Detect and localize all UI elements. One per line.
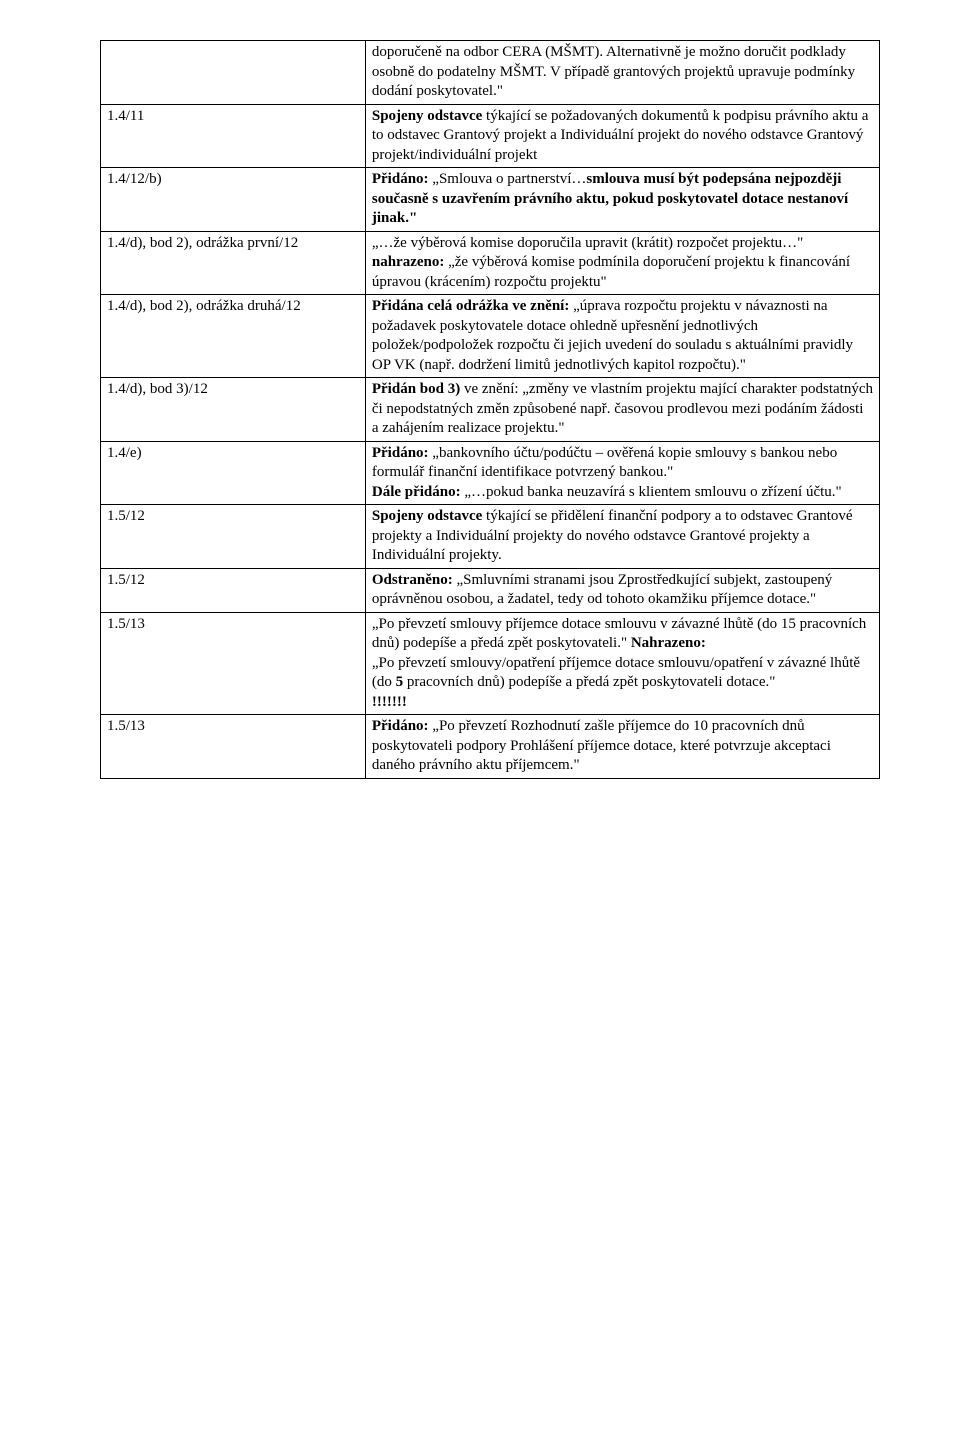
table-row: 1.4/11Spojeny odstavce týkající se požad… (101, 104, 880, 168)
table-row: 1.5/12Spojeny odstavce týkající se přidě… (101, 505, 880, 569)
cell-reference: 1.4/d), bod 2), odrážka druhá/12 (101, 295, 366, 378)
table-row: 1.5/13 „Po převzetí smlouvy příjemce dot… (101, 612, 880, 715)
table-row: doporučeně na odbor CERA (MŠMT). Alterna… (101, 41, 880, 105)
table-row: 1.4/d), bod 2), odrážka první/12„…že výb… (101, 231, 880, 295)
table-row: 1.4/12/b)Přidáno: „Smlouva o partnerství… (101, 168, 880, 232)
cell-description: Spojeny odstavce týkající se přidělení f… (365, 505, 879, 569)
cell-reference: 1.4/d), bod 3)/12 (101, 378, 366, 442)
table-row: 1.4/d), bod 3)/12Přidán bod 3) ve znění:… (101, 378, 880, 442)
cell-reference: 1.5/13 (101, 612, 366, 715)
cell-reference: 1.4/e) (101, 441, 366, 505)
table-row: 1.5/12Odstraněno: „Smluvními stranami js… (101, 568, 880, 612)
cell-description: doporučeně na odbor CERA (MŠMT). Alterna… (365, 41, 879, 105)
cell-description: „Po převzetí smlouvy příjemce dotace sml… (365, 612, 879, 715)
cell-description: Přidáno: „bankovního účtu/podúčtu – ověř… (365, 441, 879, 505)
cell-reference: 1.5/12 (101, 568, 366, 612)
cell-description: Spojeny odstavce týkající se požadovanýc… (365, 104, 879, 168)
table-row: 1.5/13Přidáno: „Po převzetí Rozhodnutí z… (101, 715, 880, 779)
cell-description: Přidáno: „Po převzetí Rozhodnutí zašle p… (365, 715, 879, 779)
table-row: 1.4/e)Přidáno: „bankovního účtu/podúčtu … (101, 441, 880, 505)
cell-reference: 1.5/12 (101, 505, 366, 569)
document-page: doporučeně na odbor CERA (MŠMT). Alterna… (0, 0, 960, 819)
cell-description: „…že výběrová komise doporučila upravit … (365, 231, 879, 295)
cell-reference: 1.4/11 (101, 104, 366, 168)
table-row: 1.4/d), bod 2), odrážka druhá/12Přidána … (101, 295, 880, 378)
cell-description: Přidána celá odrážka ve znění: „úprava r… (365, 295, 879, 378)
cell-description: Přidáno: „Smlouva o partnerství…smlouva … (365, 168, 879, 232)
table-body: doporučeně na odbor CERA (MŠMT). Alterna… (101, 41, 880, 779)
cell-reference (101, 41, 366, 105)
changes-table: doporučeně na odbor CERA (MŠMT). Alterna… (100, 40, 880, 779)
cell-description: Odstraněno: „Smluvními stranami jsou Zpr… (365, 568, 879, 612)
cell-reference: 1.4/d), bod 2), odrážka první/12 (101, 231, 366, 295)
cell-reference: 1.5/13 (101, 715, 366, 779)
cell-reference: 1.4/12/b) (101, 168, 366, 232)
cell-description: Přidán bod 3) ve znění: „změny ve vlastn… (365, 378, 879, 442)
